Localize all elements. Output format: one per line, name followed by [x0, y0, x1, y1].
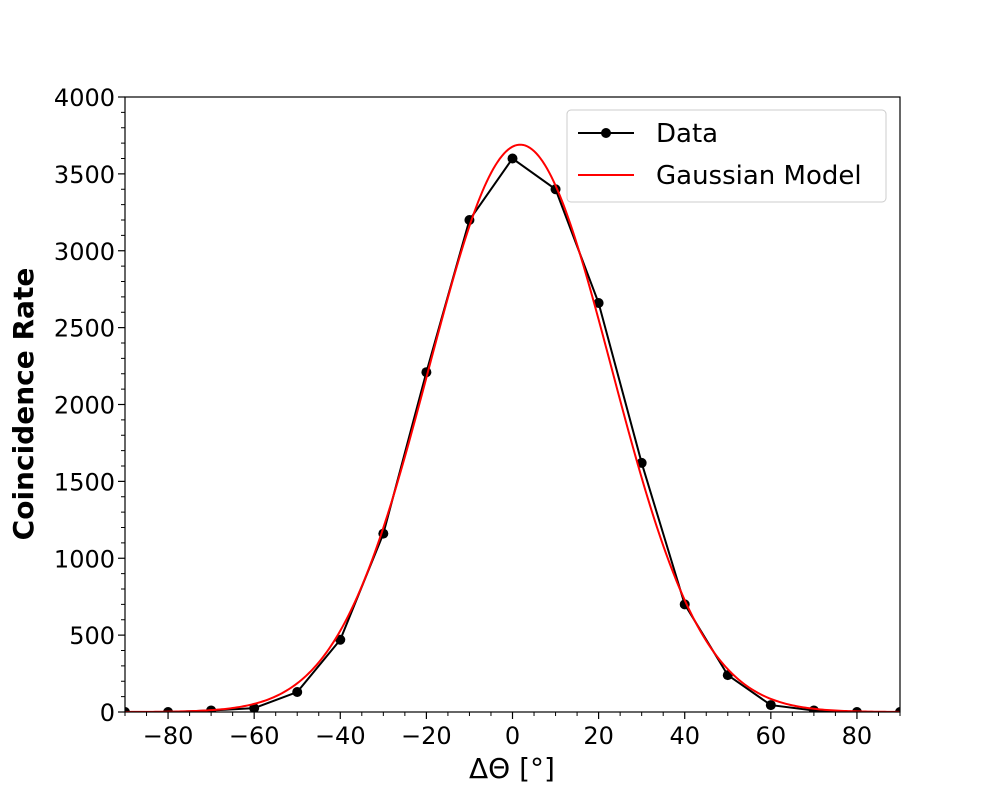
x-tick-label: 80 — [842, 722, 873, 750]
data-point — [292, 687, 303, 698]
data-point — [507, 153, 518, 164]
data-point — [765, 700, 776, 711]
x-tick-label: −80 — [143, 722, 194, 750]
legend-model-label: Gaussian Model — [656, 161, 862, 191]
legend-data-marker — [601, 128, 611, 138]
y-tick-label: 4000 — [54, 84, 115, 112]
gaussian-model-series — [125, 143, 900, 712]
data-point — [895, 707, 900, 712]
y-tick-label: 2500 — [54, 315, 115, 343]
data-point — [593, 298, 604, 309]
x-tick-label: −60 — [229, 722, 280, 750]
legend-data-label: Data — [656, 119, 718, 149]
data-point — [125, 707, 130, 712]
y-tick-label: 1000 — [54, 545, 115, 573]
y-tick-label: 3500 — [54, 161, 115, 189]
y-tick-label: 1500 — [54, 468, 115, 496]
x-tick-label: −20 — [401, 722, 452, 750]
data-point — [636, 457, 647, 468]
x-tick-label: −40 — [315, 722, 366, 750]
y-tick-label: 2000 — [54, 392, 115, 420]
plot-area — [125, 143, 900, 712]
gaussian-model-line — [125, 143, 900, 712]
axes: −80 −60 −40 −20 0 20 40 60 80 0 500 1000 1500 2000 250… — [54, 84, 901, 750]
y-tick-label: 3000 — [54, 238, 115, 266]
legend-box — [566, 109, 887, 203]
data-series-line — [125, 157, 900, 712]
x-tick-label: 20 — [583, 722, 614, 750]
data-point — [335, 634, 346, 645]
x-tick-label: 40 — [669, 722, 700, 750]
x-axis-label: ΔΘ [°] — [469, 752, 555, 785]
data-series — [125, 153, 900, 712]
x-tick-label: 60 — [756, 722, 787, 750]
legend: Data Gaussian Model — [566, 109, 887, 203]
x-tick-label: 0 — [505, 722, 520, 750]
y-tick-label: 500 — [69, 622, 115, 650]
y-axis-label: Coincidence Rate — [7, 268, 40, 541]
y-tick-label: 0 — [100, 699, 115, 727]
